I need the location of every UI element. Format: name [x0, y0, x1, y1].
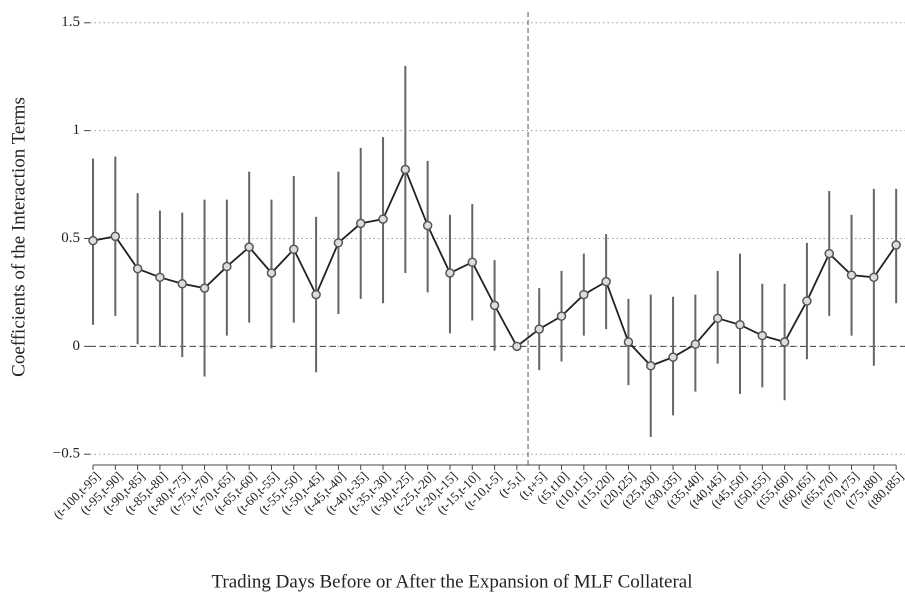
point	[155, 272, 165, 283]
point	[422, 220, 433, 231]
point	[869, 272, 879, 283]
point	[222, 261, 232, 272]
point	[289, 244, 299, 255]
y-tick-label: 1	[73, 122, 81, 138]
point	[646, 361, 656, 371]
point	[311, 289, 321, 300]
point	[802, 296, 812, 306]
y-tick-label: 0.5	[61, 230, 80, 246]
point	[88, 235, 98, 246]
point	[668, 352, 678, 362]
point	[132, 263, 143, 274]
point	[355, 218, 366, 229]
y-tick-label: 0	[73, 338, 81, 354]
point	[846, 270, 857, 280]
y-axis-title: Coefficients of the Interaction Terms	[8, 97, 29, 377]
point	[266, 268, 277, 278]
point	[378, 214, 388, 224]
point	[177, 279, 187, 289]
point	[757, 330, 768, 341]
point	[779, 337, 790, 347]
point	[199, 283, 210, 293]
point	[110, 231, 121, 242]
point	[891, 240, 901, 250]
point	[712, 313, 723, 324]
point	[623, 337, 634, 347]
point	[690, 339, 701, 349]
y-tick-label: −0.5	[53, 446, 80, 462]
point	[489, 300, 500, 311]
x-axis-title: Trading Days Before or After the Expansi…	[211, 571, 692, 592]
point	[400, 164, 411, 175]
point	[244, 242, 254, 252]
point	[579, 289, 589, 300]
point	[534, 324, 544, 334]
point	[333, 238, 344, 248]
point	[445, 268, 455, 278]
point	[824, 248, 834, 259]
point	[467, 257, 478, 267]
point	[512, 341, 522, 352]
point	[601, 276, 611, 287]
point	[735, 320, 745, 330]
point	[556, 311, 567, 321]
y-tick-label: 1.5	[61, 14, 80, 30]
